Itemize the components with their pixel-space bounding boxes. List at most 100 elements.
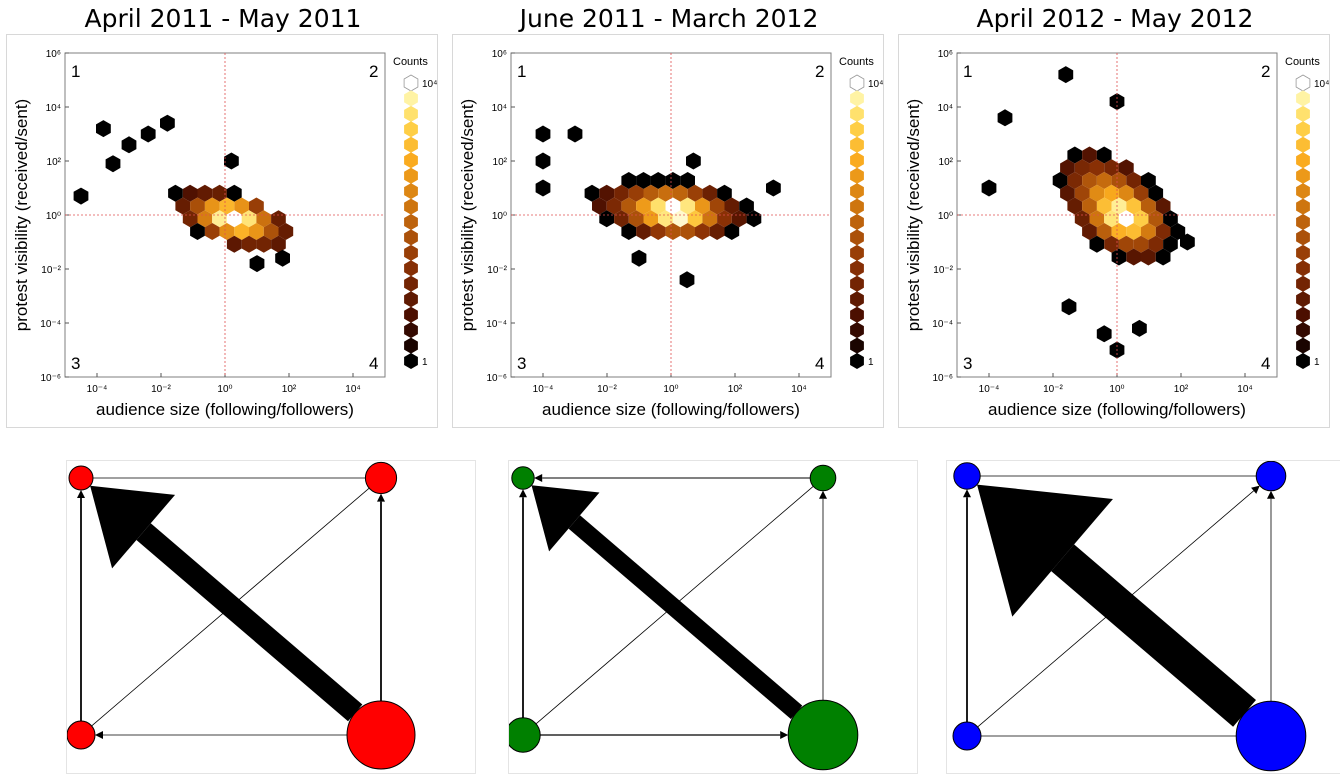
hexbin-cells: [535, 125, 781, 289]
colorbar-swatch: [1296, 353, 1310, 369]
chart-title-1: April 2011 - May 2011: [84, 4, 362, 33]
hexbin-cell: [256, 235, 272, 253]
quadrant-label-1: 1: [71, 62, 80, 81]
colorbar-min-label: 1: [868, 357, 874, 368]
colorbar-swatch: [850, 214, 864, 230]
network-node-1: [511, 466, 535, 490]
hexbin-outlier: [567, 125, 583, 143]
quadrant-label-2: 2: [369, 62, 378, 81]
colorbar-swatch: [850, 291, 864, 308]
hexbin-cell: [234, 223, 249, 240]
hexbin-cell: [695, 197, 710, 215]
hexbin-cell: [278, 223, 294, 240]
quadrant-label-4: 4: [1261, 354, 1270, 373]
hexbin-cell: [219, 223, 235, 240]
hexbin-chart-1: 10⁻⁴ 10⁻² 10⁰ 10² 10⁴ 10⁻⁶ 10⁻⁴ 10⁻² 10⁰ 10² 10⁴ 10…: [6, 34, 438, 428]
hexbin-outlier: [1061, 298, 1077, 316]
x-tick-label: 10⁰: [1109, 384, 1124, 395]
colorbar-swatch: [1296, 214, 1310, 230]
hexbin-cell: [1111, 223, 1127, 240]
network-edge-arrowhead: [519, 489, 527, 498]
hexbin-cell: [226, 210, 242, 228]
hexbin-cell: [226, 235, 242, 253]
chart-title-2: June 2011 - March 2012: [519, 4, 819, 33]
hexbin-cell: [724, 197, 740, 215]
hexbin-cell: [1074, 210, 1090, 228]
hexbin-cell: [263, 223, 279, 240]
hexbin-outlier: [631, 249, 647, 267]
network-nodes: [509, 464, 859, 771]
hexbin-cell: [219, 197, 235, 215]
network-edge: [535, 486, 814, 725]
y-axis-label: protest visibility (received/sent): [904, 99, 923, 331]
colorbar-swatch: [403, 74, 419, 92]
colorbar-swatch: [1296, 260, 1310, 277]
hexbin-cell: [1096, 146, 1112, 164]
hexbin-cell: [1067, 146, 1083, 164]
y-tick-label: 10⁰: [492, 211, 507, 222]
chart-title-3: April 2012 - May 2012: [976, 4, 1254, 33]
hexbin-cell: [1104, 235, 1119, 253]
hexbin-cell: [197, 184, 213, 202]
colorbar-swatch: [404, 244, 418, 261]
x-tick-label: 10⁻⁴: [979, 384, 1000, 395]
hexbin-cell: [1155, 223, 1171, 240]
hexbin-outlier: [686, 152, 701, 170]
y-axis-label: protest visibility (received/sent): [458, 99, 477, 331]
colorbar-max-label: 10⁴: [868, 79, 883, 90]
hexbin-cells: [981, 66, 1195, 359]
colorbar-swatch: [404, 90, 418, 107]
hexbin-cell: [592, 197, 607, 215]
y-tick-label: 10²: [493, 157, 508, 168]
colorbar-swatch: [850, 275, 864, 292]
hexbin-cell: [1074, 184, 1090, 202]
hexbin-cell: [1141, 223, 1156, 240]
colorbar-swatch: [404, 322, 418, 339]
colorbar-swatch: [850, 167, 864, 184]
hexbin-cell: [672, 210, 688, 228]
hexbin-cell: [1104, 210, 1119, 228]
quadrant-label-4: 4: [815, 354, 824, 373]
network-node-4: [1235, 700, 1307, 772]
colorbar-swatch: [1296, 275, 1310, 292]
hexbin-cell: [695, 223, 710, 240]
quadrant-label-3: 3: [963, 354, 972, 373]
hexbin-cell: [717, 184, 732, 202]
network-node-4: [346, 700, 416, 770]
colorbar-swatch: [404, 291, 418, 308]
hexbin-outlier: [96, 120, 111, 138]
colorbar-swatch: [1296, 152, 1310, 169]
x-tick-label: 10⁰: [663, 384, 678, 395]
colorbar-swatch: [850, 260, 864, 277]
hexbin-cell: [182, 210, 198, 228]
hexbin-cell: [650, 172, 666, 189]
network-node-3: [67, 720, 96, 750]
hexbin-cell: [1148, 184, 1164, 202]
network-node-2: [364, 461, 398, 495]
colorbar-swatch: [849, 74, 865, 92]
colorbar-swatch: [850, 198, 864, 215]
colorbar-swatch: [404, 275, 418, 292]
hexbin-cell: [1096, 197, 1112, 215]
hexbin-cell: [1052, 172, 1068, 189]
colorbar-swatch: [404, 136, 418, 153]
quadrant-label-1: 1: [963, 62, 972, 81]
y-tick-label: 10²: [47, 157, 62, 168]
hexbin-cell: [599, 210, 615, 228]
hexbin-outlier: [140, 125, 156, 143]
network-edge-arrowhead: [531, 485, 600, 552]
network-edge-arrowhead: [90, 485, 176, 569]
colorbar-swatch: [404, 183, 418, 200]
network-edge-arrowhead: [95, 731, 103, 739]
colorbar-swatch: [1296, 167, 1310, 184]
hexbin-outlier: [997, 109, 1013, 127]
x-tick-label: 10⁴: [345, 384, 360, 395]
x-tick-label: 10⁴: [1237, 384, 1252, 395]
x-axis-label: audience size (following/followers): [96, 400, 354, 419]
hexbin-outlier: [679, 271, 695, 289]
hexbin-cell: [1067, 172, 1083, 189]
colorbar-swatch: [850, 337, 864, 354]
hexbin-cell: [1111, 172, 1127, 189]
colorbar-swatch: [404, 229, 418, 246]
network-edges: [519, 474, 827, 739]
